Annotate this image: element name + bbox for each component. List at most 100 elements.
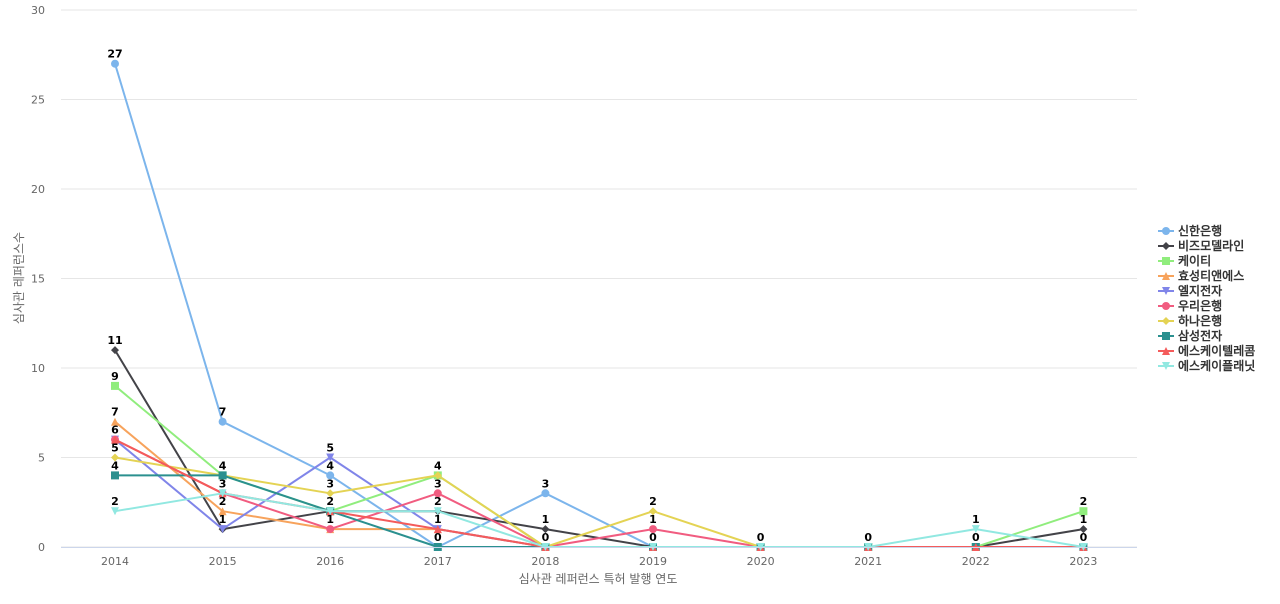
data-point[interactable]	[433, 507, 442, 516]
data-label: 1	[326, 513, 334, 526]
legend-marker	[1162, 287, 1170, 295]
series-line	[114, 438, 1084, 548]
data-label: 0	[864, 531, 872, 544]
legend-item[interactable]: 효성티앤에스	[1158, 268, 1244, 283]
data-point[interactable]	[326, 489, 335, 498]
legend-item[interactable]: 케이티	[1158, 253, 1211, 268]
legend-label: 비즈모델라인	[1178, 238, 1244, 253]
legend-label: 우리은행	[1178, 298, 1222, 313]
legend-label: 신한은행	[1178, 223, 1222, 238]
data-label: 0	[649, 531, 657, 544]
legend-item[interactable]: 비즈모델라인	[1158, 238, 1244, 253]
data-label: 2	[326, 495, 334, 508]
y-tick-label: 5	[38, 452, 45, 465]
axis-layer: 심사관 레퍼런스 특허 발행 연도 심사관 레퍼런스수 051015202530…	[12, 4, 1137, 586]
data-point[interactable]	[111, 381, 119, 390]
legend-label: 에스케이플래닛	[1178, 358, 1255, 373]
x-tick-label: 2017	[424, 555, 452, 568]
legend-marker	[1162, 272, 1170, 280]
data-label: 2	[111, 495, 119, 508]
data-label: 0	[1080, 531, 1088, 544]
y-tick-label: 15	[31, 273, 45, 286]
data-label: 6	[111, 424, 119, 437]
data-point[interactable]	[111, 435, 119, 444]
data-label: 4	[111, 459, 119, 472]
x-tick-label: 2015	[209, 555, 237, 568]
series-7	[111, 453, 1088, 551]
legend-item[interactable]: 에스케이플래닛	[1158, 358, 1255, 373]
legend-marker	[1162, 332, 1170, 340]
data-label: 1	[434, 513, 442, 526]
series-line	[114, 63, 1084, 548]
data-point[interactable]	[433, 525, 442, 534]
legend: 신한은행비즈모델라인케이티효성티앤에스엘지전자우리은행하나은행삼성전자에스케이텔…	[1158, 223, 1255, 373]
data-point[interactable]	[111, 59, 119, 68]
data-point[interactable]	[326, 453, 335, 462]
x-tick-label: 2019	[639, 555, 667, 568]
data-point[interactable]	[111, 453, 119, 462]
legend-marker	[1162, 362, 1170, 370]
data-label: 0	[757, 531, 765, 544]
data-point[interactable]	[326, 471, 335, 480]
legend-marker	[1162, 347, 1170, 355]
y-axis-title: 심사관 레퍼런스수	[12, 232, 26, 324]
data-point[interactable]	[218, 489, 227, 498]
data-label: 5	[326, 442, 334, 455]
series-line	[114, 438, 1084, 548]
x-tick-label: 2022	[962, 555, 990, 568]
data-label: 0	[542, 531, 550, 544]
data-point[interactable]	[649, 525, 657, 534]
data-label: 1	[542, 513, 550, 526]
legend-item[interactable]: 삼성전자	[1158, 328, 1222, 343]
legend-item[interactable]: 엘지전자	[1158, 283, 1222, 298]
data-label: 3	[219, 477, 227, 490]
data-point[interactable]	[1079, 507, 1088, 516]
data-label: 2	[434, 495, 442, 508]
data-point[interactable]	[649, 507, 657, 516]
data-label: 3	[326, 477, 334, 490]
y-tick-label: 20	[31, 183, 45, 196]
data-point[interactable]	[326, 507, 335, 516]
data-label: 7	[219, 406, 227, 419]
data-point[interactable]	[541, 489, 550, 498]
data-point[interactable]	[218, 417, 227, 426]
data-label: 2	[1080, 495, 1088, 508]
legend-marker	[1162, 227, 1170, 235]
data-point[interactable]	[111, 417, 119, 426]
data-point[interactable]	[111, 507, 119, 516]
data-point[interactable]	[218, 525, 227, 534]
data-label: 5	[111, 442, 119, 455]
data-point[interactable]	[218, 507, 227, 516]
series-3	[111, 381, 1088, 551]
data-point[interactable]	[326, 525, 335, 534]
data-point[interactable]	[218, 471, 227, 480]
data-label: 9	[111, 370, 119, 383]
legend-marker	[1162, 242, 1170, 250]
x-tick-label: 2021	[854, 555, 882, 568]
data-label: 4	[434, 459, 442, 472]
data-label: 2	[219, 495, 227, 508]
data-point[interactable]	[1079, 525, 1088, 534]
legend-item[interactable]: 신한은행	[1158, 223, 1222, 238]
x-tick-label: 2020	[747, 555, 775, 568]
legend-label: 에스케이텔레콤	[1178, 343, 1255, 358]
series-line	[114, 438, 1084, 548]
data-point[interactable]	[111, 346, 119, 355]
x-tick-label: 2023	[1069, 555, 1097, 568]
data-point[interactable]	[111, 471, 119, 480]
legend-item[interactable]: 하나은행	[1158, 313, 1222, 328]
legend-item[interactable]: 우리은행	[1158, 298, 1222, 313]
data-label: 2	[649, 495, 657, 508]
data-point[interactable]	[971, 525, 980, 534]
legend-item[interactable]: 에스케이텔레콤	[1158, 343, 1255, 358]
data-point[interactable]	[433, 489, 442, 498]
legend-marker	[1162, 302, 1170, 310]
data-label: 0	[972, 531, 980, 544]
series-9	[111, 435, 1088, 551]
x-tick-label: 2014	[101, 555, 129, 568]
series-1	[111, 59, 1088, 551]
data-point[interactable]	[541, 525, 550, 534]
data-point[interactable]	[433, 471, 442, 480]
